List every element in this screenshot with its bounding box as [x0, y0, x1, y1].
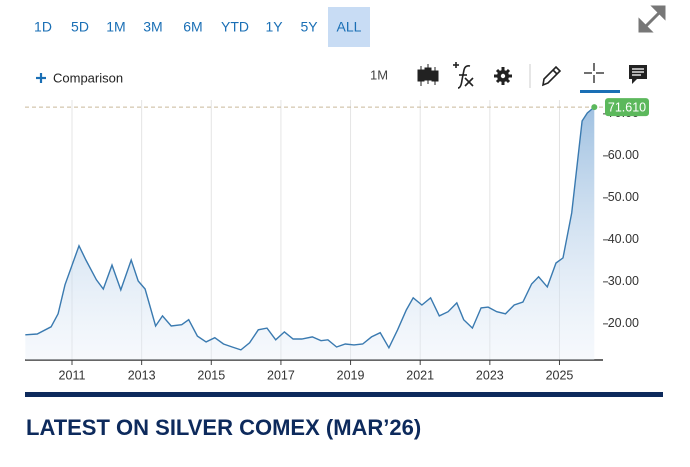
y-tick-label: 60.00 — [608, 148, 639, 162]
range-button[interactable]: 5D — [71, 19, 89, 35]
x-tick-label: 2013 — [128, 368, 156, 382]
expand-icon[interactable] — [638, 5, 666, 33]
last-value-badge — [605, 98, 649, 117]
crosshair-icon[interactable] — [584, 63, 604, 83]
settings-icon[interactable] — [494, 67, 512, 85]
comparison-button[interactable]: Comparison — [36, 70, 123, 85]
x-tick-label: 2023 — [476, 368, 504, 382]
y-tick-label: 30.00 — [608, 274, 639, 288]
heading-rule — [25, 392, 663, 397]
y-tick-label: 20.00 — [608, 316, 639, 330]
active-tool-underline — [580, 90, 620, 93]
range-bar: 1D 5D 1M 3M 6M YTD 1Y 5Y ALL — [34, 7, 370, 47]
last-point — [591, 104, 598, 111]
chat-icon[interactable] — [629, 65, 647, 84]
range-button[interactable]: 1M — [106, 19, 125, 35]
studies-icon[interactable] — [453, 62, 474, 89]
plot-area: 2011 2013 2015 2017 2019 2021 2023 2025 20.00 30.… — [25, 98, 649, 382]
section-heading: LATEST ON SILVER COMEX (MAR’26) — [26, 415, 421, 440]
range-active-bg — [328, 7, 370, 47]
price-line — [25, 106, 595, 351]
range-button[interactable]: YTD — [221, 19, 249, 35]
area — [25, 107, 595, 360]
last-value-label: 71.610 — [608, 100, 646, 114]
comparison-label[interactable]: Comparison — [53, 70, 123, 85]
x-tick-label: 2017 — [267, 368, 295, 382]
x-tick-label: 2025 — [546, 368, 574, 382]
x-tick-label: 2015 — [197, 368, 225, 382]
interval-button[interactable]: 1M — [370, 67, 388, 82]
y-tick-label: 40.00 — [608, 232, 639, 246]
x-tick-label: 2021 — [406, 368, 434, 382]
range-button[interactable]: ALL — [337, 19, 362, 35]
range-button[interactable]: 5Y — [300, 19, 318, 35]
range-button[interactable]: 3M — [143, 19, 162, 35]
x-tick-label: 2011 — [59, 368, 86, 382]
draw-icon[interactable] — [541, 65, 562, 87]
range-button[interactable]: 6M — [183, 19, 202, 35]
y-tick-label: 50.00 — [608, 190, 639, 204]
range-button[interactable]: 1D — [34, 19, 52, 35]
x-tick-label: 2019 — [337, 368, 365, 382]
candle-icon[interactable] — [417, 64, 439, 86]
range-button[interactable]: 1Y — [265, 19, 283, 35]
